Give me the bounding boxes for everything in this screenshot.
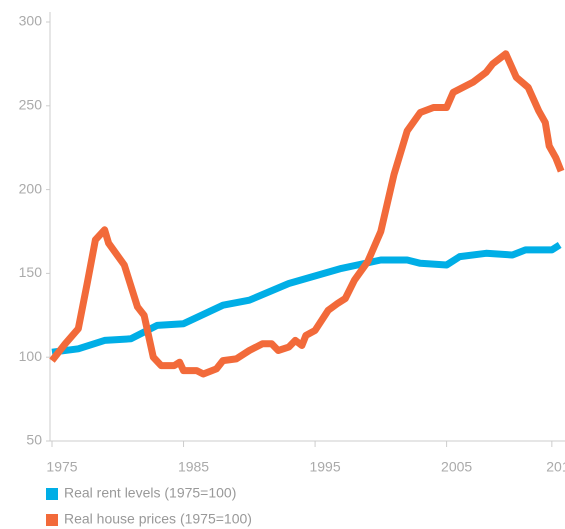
series-line bbox=[49, 50, 565, 378]
legend-label: Real house prices (1975=100) bbox=[64, 511, 252, 527]
y-tick-label: 250 bbox=[19, 97, 43, 113]
legend-swatch bbox=[46, 488, 58, 500]
x-tick-label: 1985 bbox=[178, 459, 209, 475]
series-line bbox=[51, 241, 562, 356]
x-tick-label: 1975 bbox=[46, 459, 77, 475]
legend: Real rent levels (1975=100) Real house pr… bbox=[46, 485, 252, 527]
y-tick-label: 300 bbox=[19, 13, 43, 29]
x-tick-label: 1995 bbox=[309, 459, 340, 475]
x-tick-label: 2005 bbox=[441, 459, 472, 475]
legend-swatch bbox=[46, 514, 58, 526]
x-tick-label: 2013 bbox=[546, 459, 565, 475]
y-tick-label: 100 bbox=[19, 348, 43, 364]
y-tick-label: 50 bbox=[26, 432, 42, 448]
y-tick-label: 200 bbox=[19, 180, 43, 196]
legend-label: Real rent levels (1975=100) bbox=[64, 485, 236, 501]
y-tick-label: 150 bbox=[19, 264, 43, 280]
